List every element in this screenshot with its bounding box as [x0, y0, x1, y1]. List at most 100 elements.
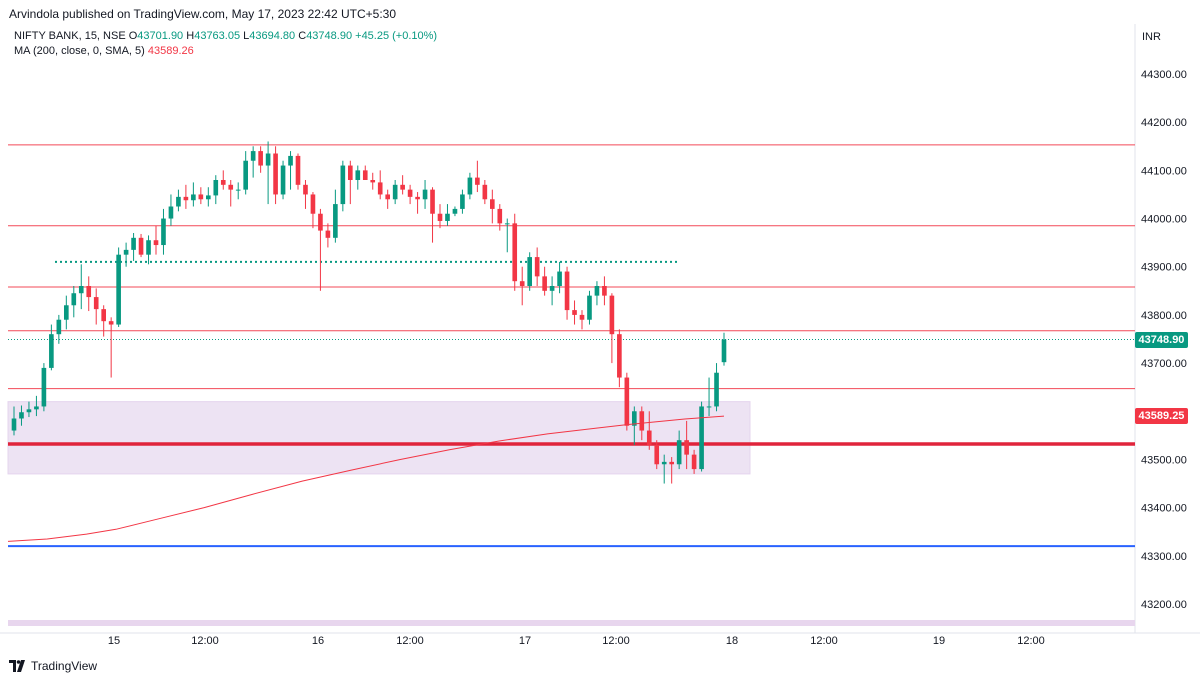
- demand-zone: [7, 401, 751, 475]
- open-value: 43701.90: [137, 30, 184, 42]
- price-tick-label: 43900.00: [1141, 262, 1187, 274]
- candle-body: [303, 184, 308, 195]
- candle-body: [220, 180, 226, 185]
- candle-body: [340, 165, 346, 205]
- candle-body: [699, 406, 704, 470]
- price-tick-label: 43700.00: [1141, 358, 1187, 370]
- candle-body: [684, 440, 689, 455]
- candle-body: [310, 194, 316, 214]
- time-tick-label: 18: [726, 635, 738, 647]
- low-value: 43694.80: [249, 30, 296, 42]
- candle-body: [49, 334, 54, 368]
- candle-body: [721, 339, 727, 363]
- time-tick-label: 12:00: [1017, 635, 1045, 647]
- price-tick-label: 43800.00: [1141, 310, 1187, 322]
- candle-body: [280, 165, 286, 195]
- candle-body: [153, 240, 159, 246]
- high-value: 43763.05: [194, 30, 241, 42]
- candle-body: [467, 177, 473, 195]
- candle-body: [213, 180, 219, 196]
- chart-svg[interactable]: 44300.00 44200.00 44100.00 44000.00 43900.00…: [0, 24, 1200, 657]
- close-value: 43748.90: [306, 30, 353, 42]
- candle-body: [407, 189, 413, 197]
- candle-body: [86, 286, 92, 298]
- candle-body: [198, 194, 204, 200]
- candle-body: [587, 295, 592, 320]
- candle-body: [602, 286, 607, 296]
- bottom-band: [8, 620, 1135, 626]
- price-tick-label: 43500.00: [1141, 454, 1187, 466]
- ma-label: MA (200, close, 0, SMA, 5): [14, 45, 145, 57]
- time-tick-label: 15: [108, 635, 120, 647]
- candle-body: [572, 310, 577, 315]
- candle-body: [504, 223, 510, 225]
- candle-body: [63, 305, 69, 320]
- footer-brand-label: TradingView: [31, 659, 98, 673]
- candle-body: [437, 213, 443, 221]
- time-tick-label: 12:00: [396, 635, 424, 647]
- ma-line[interactable]: [7, 415, 725, 542]
- publisher-header: Arvindola published on TradingView.com, …: [9, 7, 397, 21]
- candle-body: [542, 276, 547, 291]
- candle-body: [377, 182, 383, 195]
- candle-body: [116, 254, 121, 325]
- candle-body: [11, 418, 17, 431]
- time-tick-label: 12:00: [191, 635, 219, 647]
- candle-body: [250, 151, 256, 161]
- candle-body: [661, 461, 667, 465]
- time-tick-label: 12:00: [810, 635, 838, 647]
- price-tick-label: 44300.00: [1141, 69, 1187, 81]
- candle-body: [362, 170, 368, 180]
- candle-body: [243, 160, 249, 190]
- ma-value: 43589.26: [147, 45, 194, 57]
- candle-body: [452, 208, 458, 214]
- candle-body: [617, 334, 622, 378]
- price-tick-label: 44200.00: [1141, 117, 1187, 129]
- symbol-legend[interactable]: NIFTY BANK, 15, NSE O43701.90 H43763.05 …: [14, 30, 437, 42]
- open-label: O: [128, 30, 138, 42]
- currency-label: INR: [1142, 31, 1161, 43]
- candle-body: [400, 184, 405, 190]
- candle-body: [71, 293, 77, 306]
- candle-body: [445, 213, 450, 221]
- candle-body: [624, 377, 630, 426]
- candle-body: [347, 165, 353, 180]
- chart-area[interactable]: 44300.00 44200.00 44100.00 44000.00 43900.00…: [0, 24, 1200, 657]
- candle-body: [93, 297, 99, 310]
- candle-body: [41, 367, 47, 407]
- low-label: L: [243, 30, 250, 42]
- candle-body: [482, 184, 488, 200]
- ma-price-badge: 43589.25: [1135, 408, 1188, 425]
- price-tick-label: 43200.00: [1141, 599, 1187, 611]
- candle-body: [205, 195, 211, 200]
- price-tick-label: 44100.00: [1141, 165, 1187, 177]
- close-label: C: [298, 30, 307, 42]
- tradingview-logo-icon: [9, 660, 25, 672]
- candle-body: [564, 271, 570, 311]
- candle-body: [557, 271, 562, 286]
- last-price-badge: 43748.90: [1135, 331, 1188, 348]
- candle-body: [355, 170, 361, 180]
- ma-legend[interactable]: MA (200, close, 0, SMA, 5) 43589.26: [14, 45, 194, 57]
- candle-body: [706, 406, 712, 408]
- candle-body: [333, 204, 338, 238]
- candle-body: [646, 430, 652, 445]
- candle-body: [475, 177, 480, 185]
- candle-body: [691, 454, 697, 470]
- price-tick-label: 44000.00: [1141, 214, 1187, 226]
- time-tick-label: 16: [312, 635, 324, 647]
- candle-body: [19, 412, 24, 419]
- candle-body: [549, 286, 555, 291]
- candle-body: [609, 295, 615, 335]
- candle-body: [138, 237, 144, 255]
- candle-body: [714, 372, 719, 407]
- candle-body: [392, 184, 398, 200]
- candle-body: [639, 411, 645, 431]
- candle-body: [168, 206, 174, 219]
- candle-body: [123, 249, 129, 255]
- candle-body: [512, 223, 518, 282]
- candle-body: [78, 286, 84, 294]
- footer-brand[interactable]: TradingView: [9, 659, 97, 673]
- candle-body: [101, 309, 107, 322]
- time-tick-label: 17: [519, 635, 531, 647]
